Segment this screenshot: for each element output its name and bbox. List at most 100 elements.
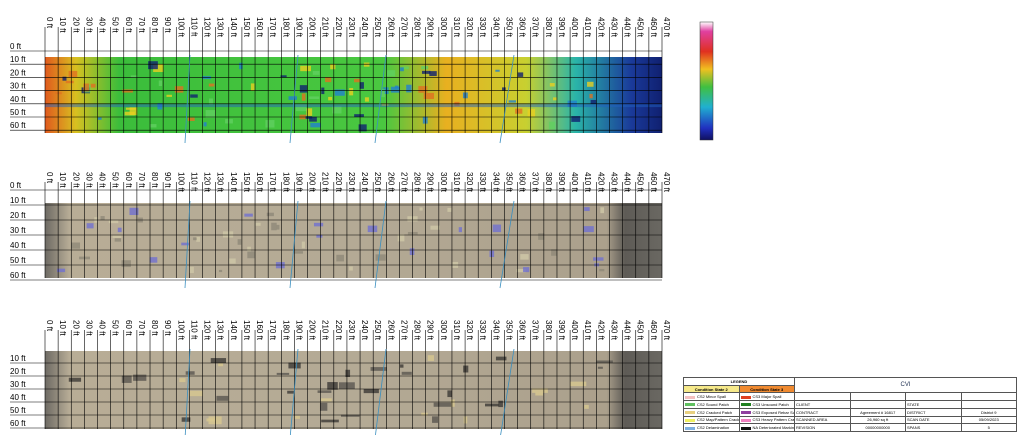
scan-patch bbox=[598, 367, 603, 369]
x-label: 430 ft bbox=[609, 172, 618, 193]
x-label: 360 ft bbox=[518, 17, 527, 38]
y-label: 10 ft bbox=[10, 196, 26, 205]
x-label: 350 ft bbox=[504, 17, 513, 38]
scan-patch bbox=[400, 67, 404, 71]
x-label: 400 ft bbox=[570, 320, 579, 341]
x-label: 430 ft bbox=[609, 17, 618, 38]
x-label: 120 ft bbox=[203, 17, 212, 38]
x-label: 410 ft bbox=[583, 17, 592, 38]
x-label: 100 ft bbox=[176, 320, 185, 341]
scan-patch bbox=[589, 94, 592, 98]
scan-patch bbox=[551, 249, 557, 255]
scan-patch bbox=[69, 71, 78, 77]
x-label: 410 ft bbox=[583, 172, 592, 193]
x-label: 280 ft bbox=[413, 320, 422, 341]
x-label: 150 ft bbox=[242, 172, 251, 193]
x-label: 160 ft bbox=[255, 172, 264, 193]
scan-patch bbox=[502, 87, 506, 90]
scan-patch bbox=[216, 396, 228, 401]
y-label: 30 ft bbox=[10, 226, 26, 235]
scan-patch bbox=[593, 257, 603, 260]
scan-patch bbox=[570, 382, 586, 387]
scan-patch bbox=[429, 71, 436, 76]
cs3-header: Condition State 3 bbox=[739, 385, 795, 393]
scan-patch bbox=[368, 226, 377, 233]
scan-patch bbox=[219, 270, 222, 272]
y-label: 60 ft bbox=[10, 419, 26, 428]
scan-patch bbox=[330, 64, 335, 69]
scan-patch bbox=[321, 420, 339, 423]
scan-patch bbox=[229, 258, 236, 263]
scan-patch bbox=[320, 403, 327, 411]
info-value: Agreement # 16817 bbox=[850, 408, 906, 416]
scan-patch bbox=[365, 97, 369, 101]
x-label: 180 ft bbox=[281, 172, 290, 193]
x-label: 70 ft bbox=[137, 17, 146, 33]
cs3-item: CS3 Unsound Patch bbox=[739, 401, 795, 409]
scan-patch bbox=[209, 84, 215, 87]
x-label: 210 ft bbox=[321, 172, 330, 193]
x-label: 20 ft bbox=[71, 320, 80, 336]
scan-patch bbox=[354, 79, 360, 82]
x-label: 40 ft bbox=[98, 17, 107, 33]
cs2-item-text: CS2 Delamination bbox=[697, 425, 729, 430]
scan-patch bbox=[420, 207, 423, 210]
x-label: 250 ft bbox=[373, 172, 382, 193]
x-label: 230 ft bbox=[347, 320, 356, 341]
scan-patch bbox=[130, 107, 138, 115]
cs2-item-text: CS2 Minor Spall bbox=[697, 394, 726, 399]
scan-patch bbox=[584, 405, 589, 409]
x-label: 310 ft bbox=[452, 320, 461, 341]
info-value-text: District 9 bbox=[981, 410, 997, 415]
cs3-item-text: CS3 Unsound Patch bbox=[753, 402, 789, 407]
x-label: 200 ft bbox=[308, 320, 317, 341]
x-label: 450 ft bbox=[636, 320, 645, 341]
y-label: 0 ft bbox=[10, 42, 22, 51]
cs2-item: CS2 Sound Patch bbox=[684, 401, 740, 409]
x-label: 280 ft bbox=[413, 17, 422, 38]
scan-patch bbox=[276, 225, 279, 230]
scan-patch bbox=[422, 71, 430, 74]
scan-patch bbox=[294, 416, 300, 419]
x-label: 400 ft bbox=[570, 17, 579, 38]
info-value-text: 05/09/2023 bbox=[979, 417, 999, 422]
x-label: 300 ft bbox=[439, 172, 448, 193]
scan-patch bbox=[424, 93, 434, 99]
x-label: 140 ft bbox=[229, 320, 238, 341]
x-label: 200 ft bbox=[308, 17, 317, 38]
x-label: 390 ft bbox=[557, 17, 566, 38]
color-scale bbox=[700, 22, 713, 140]
scan-patch bbox=[410, 248, 415, 255]
x-label: 320 ft bbox=[465, 320, 474, 341]
scan-patch bbox=[447, 208, 451, 212]
x-label: 350 ft bbox=[504, 320, 513, 341]
x-label: 200 ft bbox=[308, 172, 317, 193]
cs3-item-text: CS3 Exposed Rebar Surface Loss bbox=[753, 410, 795, 415]
x-label: 40 ft bbox=[98, 320, 107, 336]
x-label: 40 ft bbox=[98, 172, 107, 188]
x-label: 450 ft bbox=[636, 17, 645, 38]
x-label: 50 ft bbox=[111, 17, 120, 33]
x-label: 20 ft bbox=[71, 172, 80, 188]
x-label: 180 ft bbox=[281, 17, 290, 38]
x-label: 340 ft bbox=[491, 172, 500, 193]
cs3-item-text: CS3 Major Spall bbox=[753, 394, 782, 399]
scan-patch bbox=[376, 254, 386, 260]
x-label: 390 ft bbox=[557, 172, 566, 193]
info-label-text: SPANS bbox=[907, 425, 920, 430]
x-label: 30 ft bbox=[84, 17, 93, 33]
info-label-text: STATE bbox=[907, 402, 919, 407]
scan-patch bbox=[584, 207, 590, 211]
y-label: 10 ft bbox=[10, 354, 26, 363]
scan-patch bbox=[313, 71, 320, 75]
y-label: 20 ft bbox=[10, 367, 26, 376]
x-label: 30 ft bbox=[84, 320, 93, 336]
x-label: 0 ft bbox=[45, 320, 54, 332]
scan-patch bbox=[406, 85, 411, 93]
x-label: 60 ft bbox=[124, 17, 133, 33]
scan-patch bbox=[421, 66, 428, 69]
cs3-item: NA Deteriorated Markings bbox=[739, 424, 795, 432]
cs2-header-text: Condition State 2 bbox=[695, 387, 728, 392]
x-label: 0 ft bbox=[45, 172, 54, 184]
x-label: 370 ft bbox=[531, 320, 540, 341]
